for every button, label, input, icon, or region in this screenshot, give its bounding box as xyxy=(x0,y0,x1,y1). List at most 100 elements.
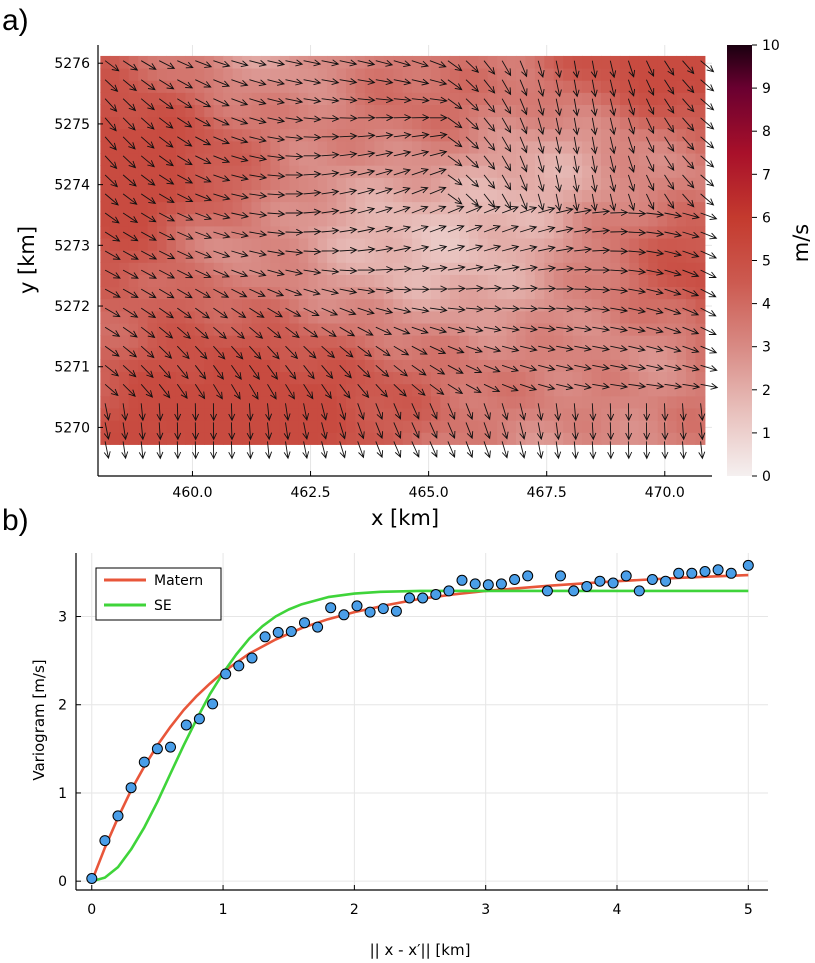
heatmap-cell xyxy=(345,92,356,105)
heatmap-cell xyxy=(100,189,111,203)
heatmap-cell xyxy=(317,395,328,409)
heatmap-cell xyxy=(648,80,659,93)
wind-arrow xyxy=(646,382,665,390)
empirical-point xyxy=(125,782,137,794)
heatmap-cell xyxy=(383,116,394,130)
heatmap-cell xyxy=(563,80,574,93)
wind-arrow xyxy=(303,78,322,86)
heatmap-cell xyxy=(345,189,356,203)
heatmap-cell xyxy=(648,408,659,421)
heatmap-cell xyxy=(478,310,489,324)
wind-arrow xyxy=(574,325,593,333)
heatmap-cell xyxy=(336,225,347,239)
heatmap-cell xyxy=(166,55,177,69)
heatmap-cell xyxy=(506,153,517,166)
wind-arrow xyxy=(483,364,501,373)
wind-arrow xyxy=(249,60,267,67)
heatmap-cell xyxy=(147,104,158,118)
heatmap-cell xyxy=(289,347,300,360)
wind-arrow xyxy=(339,326,356,337)
heatmap-cell xyxy=(138,104,149,118)
heatmap-cell xyxy=(610,177,621,190)
wind-arrow xyxy=(285,153,304,160)
wind-arrow xyxy=(285,59,304,67)
heatmap-cell xyxy=(251,80,262,93)
heatmap-cell xyxy=(449,104,460,118)
heatmap-cell xyxy=(686,250,696,263)
wind-arrow xyxy=(554,403,562,422)
heatmap-cell xyxy=(515,298,526,312)
heatmap-cell xyxy=(525,68,536,81)
heatmap-cell xyxy=(430,213,441,227)
empirical-point xyxy=(482,579,494,591)
heatmap-cell xyxy=(100,432,111,445)
heatmap-cell xyxy=(525,55,536,69)
heatmap-cell xyxy=(506,225,517,239)
heatmap-cell xyxy=(232,286,243,300)
heatmap-cell xyxy=(279,92,290,105)
wind-arrow xyxy=(682,307,700,316)
heatmap-cell xyxy=(251,165,262,178)
wind-arrow xyxy=(156,403,164,422)
wind-arrow xyxy=(411,131,430,139)
heatmap-cell xyxy=(638,298,649,312)
heatmap-cell xyxy=(478,383,489,397)
heatmap-cell xyxy=(204,189,215,203)
heatmap-cell xyxy=(317,165,328,178)
heatmap-cell xyxy=(534,395,545,409)
heatmap-cell xyxy=(157,286,167,300)
wind-arrow xyxy=(483,60,496,75)
wind-arrow xyxy=(321,115,340,122)
heatmap-cell xyxy=(317,128,328,142)
heatmap-cell xyxy=(648,274,659,288)
heatmap-cell xyxy=(638,189,649,203)
heatmap-cell xyxy=(128,323,139,336)
heatmap-cell xyxy=(610,213,621,227)
wind-arrow xyxy=(664,60,675,76)
heatmap-cell xyxy=(166,359,177,373)
heatmap-cell xyxy=(147,420,158,433)
heatmap-cell xyxy=(638,395,649,409)
heatmap-cell xyxy=(128,298,139,312)
heatmap-cell xyxy=(591,213,602,227)
wind-arrow xyxy=(210,422,218,441)
wind-arrow xyxy=(302,441,310,460)
heatmap-cell xyxy=(676,128,687,142)
heatmap-cell xyxy=(430,250,441,263)
heatmap-cell xyxy=(213,335,224,348)
heatmap-cell xyxy=(459,140,470,154)
wind-arrow xyxy=(700,307,717,317)
heatmap-cell xyxy=(279,128,290,142)
heatmap-cell xyxy=(147,323,158,336)
heatmap-cell xyxy=(364,335,375,348)
heatmap-cell xyxy=(223,238,234,251)
legend-matern-label: Matern xyxy=(154,573,203,589)
heatmap-cell xyxy=(478,359,489,373)
heatmap-cell xyxy=(601,347,611,360)
heatmap-cell xyxy=(582,420,593,433)
heatmap-cell xyxy=(175,432,186,445)
wind-arrow xyxy=(700,155,715,168)
wind-arrow xyxy=(104,250,121,260)
heatmap-cell xyxy=(364,153,375,166)
heatmap-cell xyxy=(298,68,309,81)
wind-arrow xyxy=(555,79,562,98)
heatmap-cell xyxy=(308,250,319,263)
heatmap-cell xyxy=(449,335,460,348)
heatmap-cell xyxy=(440,153,451,166)
heatmap-cell xyxy=(260,395,271,409)
wind-arrow xyxy=(375,403,384,421)
heatmap-cell xyxy=(213,238,224,251)
wind-arrow xyxy=(104,326,121,337)
heatmap-cell xyxy=(100,335,111,348)
heatmap-cell xyxy=(327,395,338,409)
heatmap-cell xyxy=(553,420,564,433)
heatmap-cell xyxy=(100,395,111,409)
wind-arrow xyxy=(501,403,509,421)
heatmap-cell xyxy=(270,408,281,421)
heatmap-cell xyxy=(327,140,338,154)
wind-arrow xyxy=(140,117,155,130)
heatmap-cell xyxy=(242,128,252,142)
wind-arrow xyxy=(483,174,496,190)
